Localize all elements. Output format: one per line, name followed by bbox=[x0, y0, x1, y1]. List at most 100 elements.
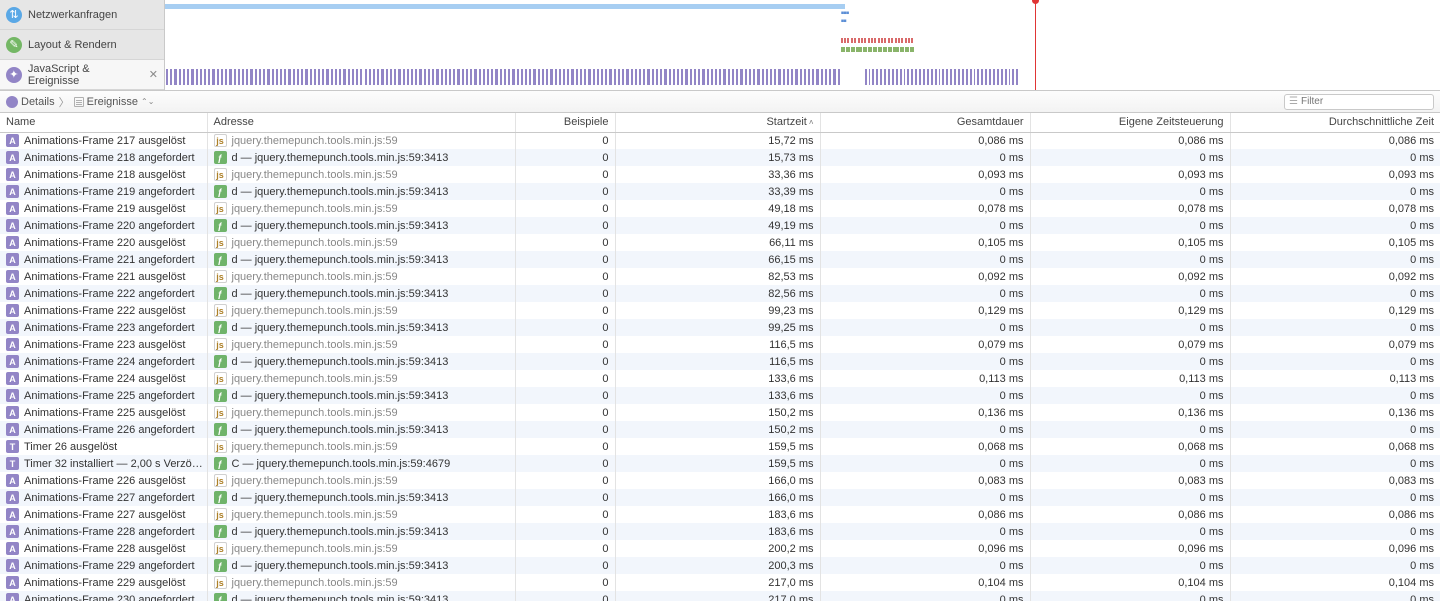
event-type-icon: A bbox=[6, 338, 19, 351]
event-start-time: 116,5 ms bbox=[615, 336, 820, 353]
event-name: Timer 32 installiert — 2,00 s Verzö… bbox=[24, 458, 203, 470]
table-row[interactable]: AAnimations-Frame 218 angefordertƒd — jq… bbox=[0, 149, 1440, 166]
close-icon[interactable]: ✕ bbox=[149, 68, 158, 81]
col-samples[interactable]: Beispiele bbox=[515, 113, 615, 132]
event-avg-time: 0,083 ms bbox=[1230, 472, 1440, 489]
event-name: Animations-Frame 226 angefordert bbox=[24, 424, 195, 436]
timeline-overview[interactable]: ▪▪▪▪▪ bbox=[165, 0, 1440, 90]
event-total-time: 0,092 ms bbox=[820, 268, 1030, 285]
event-self-time: 0 ms bbox=[1030, 285, 1230, 302]
event-avg-time: 0 ms bbox=[1230, 183, 1440, 200]
source-type-icon: js bbox=[214, 542, 227, 555]
table-row[interactable]: AAnimations-Frame 227 ausgelöstjsjquery.… bbox=[0, 506, 1440, 523]
event-start-time: 66,15 ms bbox=[615, 251, 820, 268]
timeline-network-bar bbox=[165, 4, 845, 9]
table-row[interactable]: AAnimations-Frame 229 ausgelöstjsjquery.… bbox=[0, 574, 1440, 591]
table-row[interactable]: TTimer 32 installiert — 2,00 s Verzö…ƒC … bbox=[0, 455, 1440, 472]
event-samples: 0 bbox=[515, 557, 615, 574]
table-row[interactable]: AAnimations-Frame 225 angefordertƒd — jq… bbox=[0, 387, 1440, 404]
col-start-time[interactable]: Startzeit˄ bbox=[615, 113, 820, 132]
col-address[interactable]: Adresse bbox=[207, 113, 515, 132]
event-address: C — jquery.themepunch.tools.min.js:59:46… bbox=[232, 458, 451, 470]
table-row[interactable]: AAnimations-Frame 226 ausgelöstjsjquery.… bbox=[0, 472, 1440, 489]
event-samples: 0 bbox=[515, 353, 615, 370]
event-type-icon: A bbox=[6, 423, 19, 436]
event-address: jquery.themepunch.tools.min.js:59 bbox=[232, 169, 398, 181]
col-total-time[interactable]: Gesamtdauer bbox=[820, 113, 1030, 132]
filter-input[interactable] bbox=[1301, 96, 1429, 107]
table-row[interactable]: AAnimations-Frame 224 ausgelöstjsjquery.… bbox=[0, 370, 1440, 387]
table-row[interactable]: AAnimations-Frame 225 ausgelöstjsjquery.… bbox=[0, 404, 1440, 421]
table-row[interactable]: AAnimations-Frame 223 ausgelöstjsjquery.… bbox=[0, 336, 1440, 353]
timeline-playhead-icon[interactable] bbox=[1032, 0, 1039, 4]
table-row[interactable]: AAnimations-Frame 218 ausgelöstjsjquery.… bbox=[0, 166, 1440, 183]
breadcrumb-details-label: Details bbox=[21, 96, 55, 108]
breadcrumb-dropdown-icon: ⌃⌄ bbox=[141, 97, 154, 106]
sidebar-item-1[interactable]: ✎Layout & Rendern bbox=[0, 30, 164, 60]
table-row[interactable]: AAnimations-Frame 228 ausgelöstjsjquery.… bbox=[0, 540, 1440, 557]
timeline-handle-icon[interactable]: ▪▪ bbox=[841, 16, 846, 27]
event-name: Animations-Frame 228 angefordert bbox=[24, 526, 195, 538]
event-total-time: 0,068 ms bbox=[820, 438, 1030, 455]
sidebar-item-2[interactable]: ✦JavaScript & Ereignisse✕ bbox=[0, 60, 164, 90]
event-start-time: 99,25 ms bbox=[615, 319, 820, 336]
event-total-time: 0,079 ms bbox=[820, 336, 1030, 353]
source-type-icon: ƒ bbox=[214, 423, 227, 436]
col-name[interactable]: Name bbox=[0, 113, 207, 132]
table-row[interactable]: AAnimations-Frame 217 ausgelöstjsjquery.… bbox=[0, 132, 1440, 149]
event-total-time: 0 ms bbox=[820, 523, 1030, 540]
breadcrumb-details[interactable]: Details bbox=[6, 96, 55, 108]
table-row[interactable]: AAnimations-Frame 219 angefordertƒd — jq… bbox=[0, 183, 1440, 200]
table-row[interactable]: AAnimations-Frame 226 angefordertƒd — jq… bbox=[0, 421, 1440, 438]
table-row[interactable]: AAnimations-Frame 219 ausgelöstjsjquery.… bbox=[0, 200, 1440, 217]
event-total-time: 0 ms bbox=[820, 285, 1030, 302]
event-total-time: 0 ms bbox=[820, 557, 1030, 574]
event-type-icon: A bbox=[6, 321, 19, 334]
table-row[interactable]: AAnimations-Frame 222 angefordertƒd — jq… bbox=[0, 285, 1440, 302]
table-row[interactable]: AAnimations-Frame 222 ausgelöstjsjquery.… bbox=[0, 302, 1440, 319]
event-total-time: 0,113 ms bbox=[820, 370, 1030, 387]
event-name: Animations-Frame 223 angefordert bbox=[24, 322, 195, 334]
event-type-icon: A bbox=[6, 287, 19, 300]
col-avg-time[interactable]: Durchschnittliche Zeit bbox=[1230, 113, 1440, 132]
sort-ascending-icon: ˄ bbox=[809, 118, 814, 127]
event-name: Animations-Frame 219 ausgelöst bbox=[24, 203, 185, 215]
table-row[interactable]: AAnimations-Frame 220 ausgelöstjsjquery.… bbox=[0, 234, 1440, 251]
col-self-time[interactable]: Eigene Zeitsteuerung bbox=[1030, 113, 1230, 132]
table-row[interactable]: AAnimations-Frame 223 angefordertƒd — jq… bbox=[0, 319, 1440, 336]
source-type-icon: ƒ bbox=[214, 457, 227, 470]
event-type-icon: A bbox=[6, 236, 19, 249]
event-samples: 0 bbox=[515, 370, 615, 387]
table-row[interactable]: AAnimations-Frame 224 angefordertƒd — jq… bbox=[0, 353, 1440, 370]
filter-field[interactable]: ☰ bbox=[1284, 94, 1434, 110]
event-avg-time: 0,113 ms bbox=[1230, 370, 1440, 387]
event-type-icon: A bbox=[6, 525, 19, 538]
breadcrumb-events[interactable]: Ereignisse ⌃⌄ bbox=[74, 96, 155, 108]
table-row[interactable]: TTimer 26 ausgelöstjsjquery.themepunch.t… bbox=[0, 438, 1440, 455]
source-type-icon: ƒ bbox=[214, 389, 227, 402]
event-type-icon: A bbox=[6, 508, 19, 521]
event-type-icon: A bbox=[6, 168, 19, 181]
table-row[interactable]: AAnimations-Frame 220 angefordertƒd — jq… bbox=[0, 217, 1440, 234]
table-row[interactable]: AAnimations-Frame 230 angefordertƒd — jq… bbox=[0, 591, 1440, 601]
table-row[interactable]: AAnimations-Frame 221 angefordertƒd — jq… bbox=[0, 251, 1440, 268]
event-address: d — jquery.themepunch.tools.min.js:59:34… bbox=[232, 152, 449, 164]
event-address: jquery.themepunch.tools.min.js:59 bbox=[232, 305, 398, 317]
table-row[interactable]: AAnimations-Frame 227 angefordertƒd — jq… bbox=[0, 489, 1440, 506]
event-self-time: 0 ms bbox=[1030, 523, 1230, 540]
event-address: jquery.themepunch.tools.min.js:59 bbox=[232, 441, 398, 453]
table-row[interactable]: AAnimations-Frame 229 angefordertƒd — jq… bbox=[0, 557, 1440, 574]
event-address: jquery.themepunch.tools.min.js:59 bbox=[232, 407, 398, 419]
table-row[interactable]: AAnimations-Frame 228 angefordertƒd — jq… bbox=[0, 523, 1440, 540]
event-self-time: 0 ms bbox=[1030, 591, 1230, 601]
event-start-time: 159,5 ms bbox=[615, 438, 820, 455]
event-avg-time: 0,104 ms bbox=[1230, 574, 1440, 591]
sidebar-item-0[interactable]: ⇅Netzwerkanfragen bbox=[0, 0, 164, 30]
event-name: Animations-Frame 220 ausgelöst bbox=[24, 237, 185, 249]
event-name: Animations-Frame 217 ausgelöst bbox=[24, 135, 185, 147]
event-start-time: 33,36 ms bbox=[615, 166, 820, 183]
table-row[interactable]: AAnimations-Frame 221 ausgelöstjsjquery.… bbox=[0, 268, 1440, 285]
event-samples: 0 bbox=[515, 166, 615, 183]
event-total-time: 0,105 ms bbox=[820, 234, 1030, 251]
event-address: d — jquery.themepunch.tools.min.js:59:34… bbox=[232, 356, 449, 368]
